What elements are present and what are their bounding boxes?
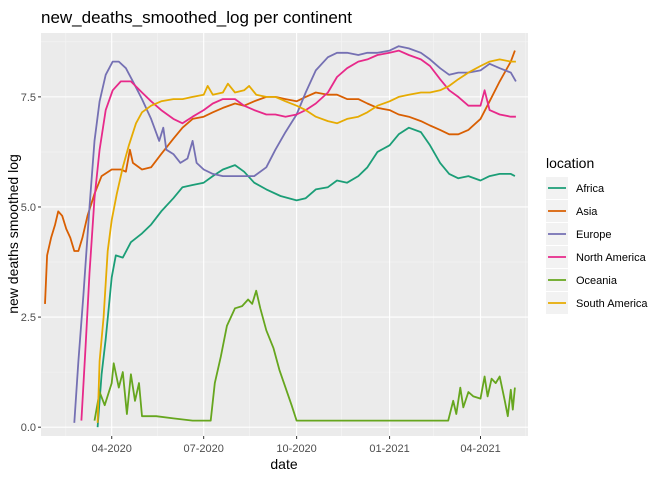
y-tick-label: 2.5 [21,312,36,324]
x-tick-label: 04-2020 [92,443,132,455]
x-axis-title: date [270,456,297,472]
x-tick-label: 07-2020 [183,443,223,455]
series-line-oceania [93,289,516,422]
legend-item-north-america: North America [546,246,647,268]
legend-label: Europe [576,229,611,241]
legend-item-africa: Africa [546,177,605,199]
x-tick-label: 10-2020 [276,443,316,455]
legend-label: Oceania [576,275,618,287]
series-line-europe [73,45,517,423]
x-axis-ticks: 04-2020 07-2020 10-2020 01-2021 04-2021 [92,436,501,455]
y-tick-label: 0.0 [21,422,36,434]
legend-item-asia: Asia [546,200,598,222]
series-line-south-america [96,58,516,423]
legend-label: Asia [576,206,598,218]
x-tick-label: 01-2021 [369,443,409,455]
legend-label: South America [576,298,648,310]
legend-item-oceania: Oceania [546,269,618,291]
series-line-asia [44,50,516,304]
grid-lines [41,33,528,436]
chart-title: new_deaths_smoothed_log per continent [41,8,352,27]
legend-item-south-america: South America [546,292,648,314]
legend-title: location [546,155,594,171]
legend: location Africa Asia Europe North America Oc… [546,155,648,314]
series-lines [44,45,517,428]
y-axis-ticks: 0.0 2.5 5.0 7.5 [21,92,41,434]
x-tick-label: 04-2021 [460,443,500,455]
legend-label: North America [576,252,647,264]
legend-label: Africa [576,183,605,195]
series-line-north-america [80,49,516,421]
y-tick-label: 7.5 [21,92,36,104]
y-axis-title: new deaths smoothed log [5,154,21,314]
y-tick-label: 5.0 [21,202,36,214]
legend-item-europe: Europe [546,223,611,245]
series-line-africa [96,126,516,428]
